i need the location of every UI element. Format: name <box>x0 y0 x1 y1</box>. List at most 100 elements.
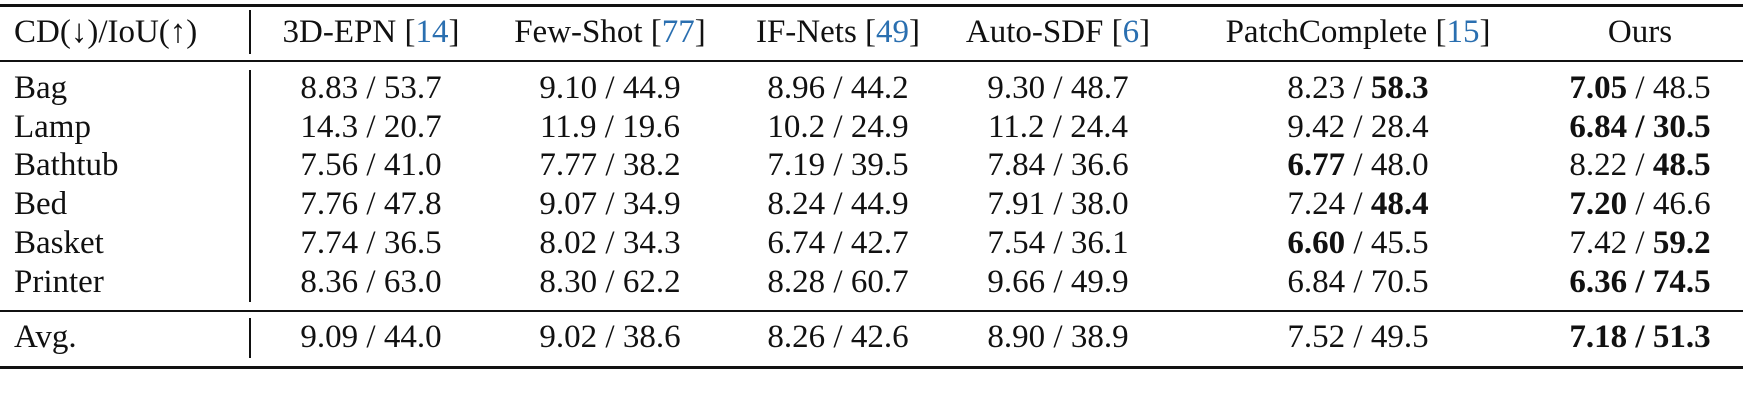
value-cell: 7.56 / 41.0 <box>256 144 486 186</box>
separator: / <box>597 70 623 106</box>
iou-value: 63.0 <box>383 264 442 300</box>
cd-value: 8.22 <box>1569 147 1628 183</box>
table-row: Lamp 14.3 / 20.7 11.9 / 19.6 10.2 / 24.9 11.… <box>0 106 1743 148</box>
bracket: ] <box>1139 14 1151 50</box>
iou-value: 34.3 <box>622 225 681 261</box>
column-header: Ours <box>1540 11 1740 53</box>
separator: / <box>1345 109 1371 145</box>
cd-value: 6.60 <box>1287 225 1346 261</box>
separator: / <box>597 319 623 355</box>
header-row: CD(↓)/IoU(↑) 3D-EPN [14] Few-Shot [77] I… <box>0 11 1743 53</box>
citation-link[interactable]: 14 <box>415 14 449 50</box>
value-cell: 6.77 / 48.0 <box>1176 144 1540 186</box>
cd-value: 9.30 <box>987 70 1046 106</box>
iou-value: 48.0 <box>1370 147 1429 183</box>
separator: / <box>1045 186 1071 222</box>
value-cell: 6.36 / 74.5 <box>1540 261 1740 303</box>
citation-link[interactable]: 15 <box>1446 14 1480 50</box>
cd-value: 9.42 <box>1287 109 1346 145</box>
cd-value: 8.36 <box>300 264 359 300</box>
value-cell: 7.05 / 48.5 <box>1540 67 1740 109</box>
separator: / <box>825 147 851 183</box>
citation-link[interactable]: 6 <box>1122 14 1140 50</box>
cd-value: 8.02 <box>539 225 598 261</box>
value-cell: 9.42 / 28.4 <box>1176 106 1540 148</box>
value-cell: 7.54 / 36.1 <box>945 222 1171 264</box>
value-cell: 7.24 / 48.4 <box>1176 183 1540 225</box>
bracket: ] <box>1479 14 1491 50</box>
table-row: Bathtub 7.56 / 41.0 7.77 / 38.2 7.19 / 39.5… <box>0 144 1743 186</box>
iou-value: 41.0 <box>383 147 442 183</box>
value-cell: 7.77 / 38.2 <box>490 144 730 186</box>
column-header: IF-Nets [49] <box>733 11 943 53</box>
value-cell: 14.3 / 20.7 <box>256 106 486 148</box>
separator: / <box>1627 264 1653 300</box>
value-cell: 8.90 / 38.9 <box>945 316 1171 358</box>
cd-value: 8.96 <box>767 70 826 106</box>
iou-value: 20.7 <box>383 109 442 145</box>
iou-value: 44.9 <box>622 70 681 106</box>
value-cell: 9.66 / 49.9 <box>945 261 1171 303</box>
column-divider <box>249 318 251 358</box>
cd-value: 7.18 <box>1569 319 1628 355</box>
cd-value: 9.07 <box>539 186 598 222</box>
cd-value: 6.74 <box>767 225 826 261</box>
separator: / <box>1627 109 1653 145</box>
iou-value: 48.7 <box>1070 70 1129 106</box>
value-cell: 7.84 / 36.6 <box>945 144 1171 186</box>
metric-header: CD(↓)/IoU(↑) <box>14 14 198 50</box>
separator: / <box>825 186 851 222</box>
value-cell: 9.07 / 34.9 <box>490 183 730 225</box>
separator: / <box>358 70 384 106</box>
method-name: Few-Shot [ <box>514 14 662 50</box>
iou-value: 44.0 <box>383 319 442 355</box>
separator: / <box>1627 225 1653 261</box>
iou-value: 38.9 <box>1070 319 1129 355</box>
row-label: Bathtub <box>14 147 119 183</box>
avg-row: Avg. 9.09 / 44.0 9.02 / 38.6 8.26 / 42.6 8.9… <box>0 316 1743 358</box>
iou-value: 30.5 <box>1652 109 1711 145</box>
cd-value: 8.26 <box>767 319 826 355</box>
iou-value: 47.8 <box>383 186 442 222</box>
column-header: Auto-SDF [6] <box>945 11 1171 53</box>
cd-value: 9.09 <box>300 319 359 355</box>
separator: / <box>358 186 384 222</box>
column-divider <box>249 70 251 302</box>
iou-value: 28.4 <box>1370 109 1429 145</box>
cd-value: 7.20 <box>1569 186 1628 222</box>
value-cell: 8.96 / 44.2 <box>733 67 943 109</box>
cd-value: 9.10 <box>539 70 598 106</box>
value-cell: 6.84 / 30.5 <box>1540 106 1740 148</box>
separator: / <box>597 186 623 222</box>
iou-value: 62.2 <box>622 264 681 300</box>
citation-link[interactable]: 49 <box>876 14 910 50</box>
separator: / <box>1345 264 1371 300</box>
cd-value: 7.56 <box>300 147 359 183</box>
value-cell: 9.02 / 38.6 <box>490 316 730 358</box>
iou-value: 36.5 <box>383 225 442 261</box>
value-cell: 8.26 / 42.6 <box>733 316 943 358</box>
bracket: ] <box>448 14 460 50</box>
table-row: Printer 8.36 / 63.0 8.30 / 62.2 8.28 / 60.7… <box>0 261 1743 303</box>
separator: / <box>1627 319 1653 355</box>
iou-value: 39.5 <box>850 147 909 183</box>
iou-value: 34.9 <box>622 186 681 222</box>
cd-value: 7.91 <box>987 186 1046 222</box>
iou-value: 74.5 <box>1652 264 1711 300</box>
citation-link[interactable]: 77 <box>661 14 695 50</box>
value-cell: 7.19 / 39.5 <box>733 144 943 186</box>
cd-value: 8.30 <box>539 264 598 300</box>
method-name: IF-Nets [ <box>755 14 877 50</box>
iou-value: 38.2 <box>622 147 681 183</box>
cd-value: 6.77 <box>1287 147 1346 183</box>
cd-value: 7.05 <box>1569 70 1628 106</box>
cd-value: 6.84 <box>1287 264 1346 300</box>
separator: / <box>1627 70 1653 106</box>
separator: / <box>1345 147 1371 183</box>
separator: / <box>1345 225 1371 261</box>
cd-value: 7.24 <box>1287 186 1346 222</box>
value-cell: 7.20 / 46.6 <box>1540 183 1740 225</box>
iou-value: 60.7 <box>850 264 909 300</box>
separator: / <box>358 264 384 300</box>
value-cell: 8.28 / 60.7 <box>733 261 943 303</box>
